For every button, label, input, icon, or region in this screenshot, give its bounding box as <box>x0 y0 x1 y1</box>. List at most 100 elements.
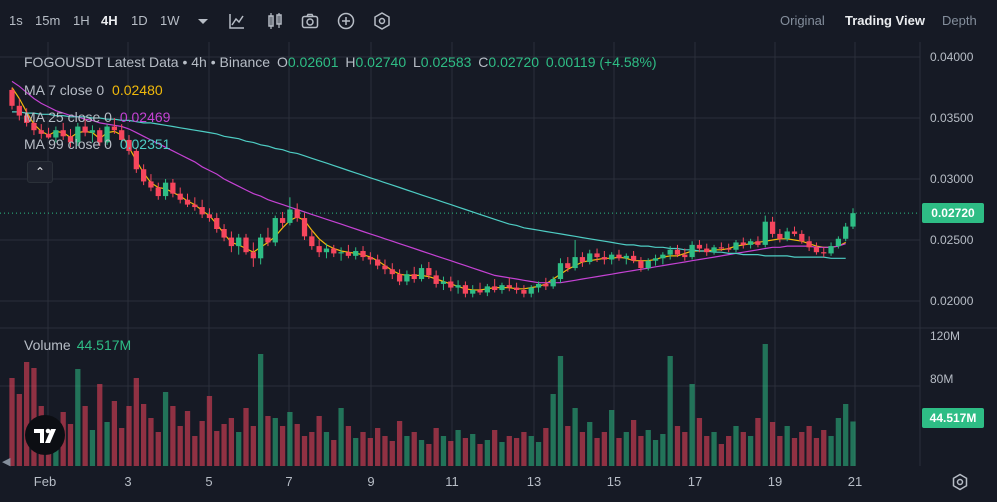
volume-bar <box>572 408 578 466</box>
view-depth[interactable]: Depth <box>942 13 977 28</box>
candle-body <box>353 250 359 256</box>
candle-body <box>67 136 74 143</box>
volume-bar <box>331 440 337 466</box>
volume-bar <box>477 444 483 466</box>
volume-bar <box>667 356 673 466</box>
volume-bar <box>294 424 300 466</box>
ma25-legend[interactable]: MA 25 close 0 0.02469 <box>24 109 170 125</box>
timeframe-1d[interactable]: 1D <box>131 13 148 28</box>
candle-body <box>623 255 629 259</box>
time-label: 11 <box>445 474 459 489</box>
chart-settings-icon[interactable] <box>372 11 392 31</box>
candle-body <box>704 248 710 253</box>
add-indicator-icon[interactable] <box>336 11 356 31</box>
scroll-left-icon[interactable]: ◀ <box>2 456 11 468</box>
volume-bar <box>367 438 373 466</box>
volume-bar <box>104 422 110 466</box>
volume-bar <box>89 430 96 466</box>
volume-bar <box>345 426 352 466</box>
volume-bar <box>543 428 549 466</box>
volume-bar <box>9 378 15 466</box>
view-trading-view[interactable]: Trading View <box>845 13 925 28</box>
candle-body <box>367 257 373 260</box>
candle-body <box>630 255 637 261</box>
timeframe-1h[interactable]: 1H <box>73 13 90 28</box>
candle-body <box>733 242 739 250</box>
view-original[interactable]: Original <box>780 13 825 28</box>
candle-body <box>119 130 125 140</box>
candle-body <box>455 285 461 288</box>
candle-body <box>609 254 615 260</box>
volume-bar <box>155 432 161 466</box>
volume-bar <box>338 408 344 466</box>
candle-body <box>360 250 366 258</box>
volume-bar <box>119 428 125 466</box>
volume-bar <box>23 362 30 466</box>
tradingview-logo[interactable] <box>25 415 65 455</box>
candle-body <box>31 122 37 131</box>
candle-body <box>53 130 59 138</box>
time-label: 17 <box>687 474 703 489</box>
volume-bar <box>418 440 425 466</box>
candle-body <box>155 187 161 197</box>
candle-body <box>448 281 454 288</box>
indicator-chart-icon[interactable] <box>227 11 247 31</box>
volume-bar <box>177 426 183 466</box>
volume-bar <box>674 426 681 466</box>
candle-body <box>250 252 256 259</box>
candle-body <box>535 283 542 288</box>
candle-body <box>279 218 286 223</box>
volume-legend: Volume 44.517M <box>24 337 131 353</box>
candle-body <box>506 285 512 288</box>
candle-body <box>389 269 395 275</box>
candle-body <box>177 193 183 200</box>
ma99-legend[interactable]: MA 99 close 0 0.02351 <box>24 136 170 152</box>
candle-body <box>45 133 52 138</box>
ma7-label: MA 7 close 0 <box>24 82 105 98</box>
candle-body <box>638 260 644 269</box>
camera-icon[interactable] <box>300 11 320 31</box>
collapse-legend-button[interactable]: ⌃ <box>27 161 53 183</box>
volume-bar <box>601 432 607 466</box>
price-tick: 0.02000 <box>930 294 974 308</box>
high-label: H <box>345 54 356 70</box>
volume-bar <box>506 436 512 466</box>
ma25-line <box>11 80 846 284</box>
timeframe-1w[interactable]: 1W <box>160 13 180 28</box>
volume-bar <box>777 436 783 466</box>
volume-bar <box>16 394 22 466</box>
settings-icon[interactable] <box>950 472 970 492</box>
open-value: 0.02601 <box>287 54 339 70</box>
candle-body <box>718 247 724 249</box>
timeframe-1s[interactable]: 1s <box>9 13 23 28</box>
volume-bar <box>250 426 256 466</box>
volume-bar <box>682 432 688 466</box>
volume-bar <box>301 436 308 466</box>
volume-bar <box>689 384 695 466</box>
ma7-legend[interactable]: MA 7 close 0 0.02480 <box>24 82 163 98</box>
candle-body <box>513 287 520 291</box>
timeframe-4h[interactable]: 4H <box>101 13 118 28</box>
ma99-value: 0.02351 <box>119 136 171 152</box>
price-chart[interactable] <box>0 42 997 502</box>
candle-body <box>214 218 220 230</box>
volume-bar <box>484 440 490 466</box>
volume-bar <box>630 420 637 466</box>
candle-body <box>543 283 549 287</box>
candle-body <box>287 209 293 223</box>
candle-settings-icon[interactable] <box>265 11 285 31</box>
volume-bar <box>492 430 498 466</box>
volume-bar <box>272 418 278 466</box>
candle-body <box>89 130 96 133</box>
volume-bar <box>228 418 235 466</box>
candle-body <box>192 204 198 208</box>
candle-body <box>236 237 242 247</box>
timeframe-15m[interactable]: 15m <box>35 13 61 28</box>
candle-body <box>850 213 856 227</box>
candle-body <box>696 244 703 249</box>
price-tick: 0.03000 <box>930 172 974 186</box>
time-label: 7 <box>285 474 293 489</box>
candle-body <box>323 248 330 253</box>
timeframe-dropdown-icon[interactable] <box>193 11 213 31</box>
ma99-label: MA 99 close 0 <box>24 136 112 152</box>
